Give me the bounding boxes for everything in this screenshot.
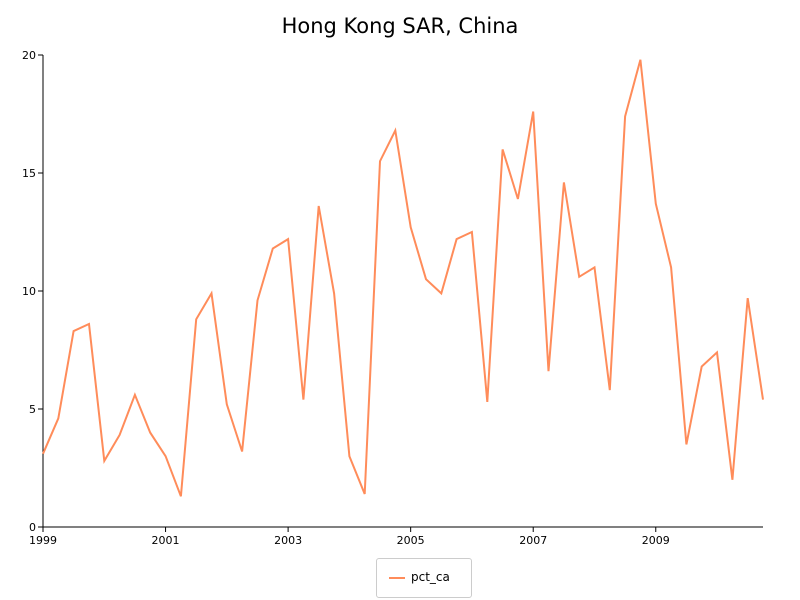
y-tick-label: 5 (29, 403, 36, 416)
series-layer (42, 59, 764, 497)
x-tick-label: 2005 (397, 534, 425, 547)
y-tick-label: 10 (22, 285, 36, 298)
x-tick-label: 2007 (519, 534, 547, 547)
x-tick-label: 2001 (152, 534, 180, 547)
x-tick-label: 2009 (642, 534, 670, 547)
y-tick-label: 0 (29, 521, 36, 534)
x-tick-label: 2003 (274, 534, 302, 547)
legend-swatch (389, 577, 405, 579)
y-tick-label: 20 (22, 49, 36, 62)
legend-label: pct_ca (411, 570, 450, 584)
axes: 0 5 10 15 20 1999 2001 2003 2005 2007 2009 (22, 49, 763, 547)
x-tick-label: 1999 (29, 534, 57, 547)
legend: pct_ca (376, 558, 472, 598)
y-tick-label: 15 (22, 167, 36, 180)
chart-title: Hong Kong SAR, China (281, 14, 519, 38)
series-line-pct_ca (42, 59, 764, 497)
